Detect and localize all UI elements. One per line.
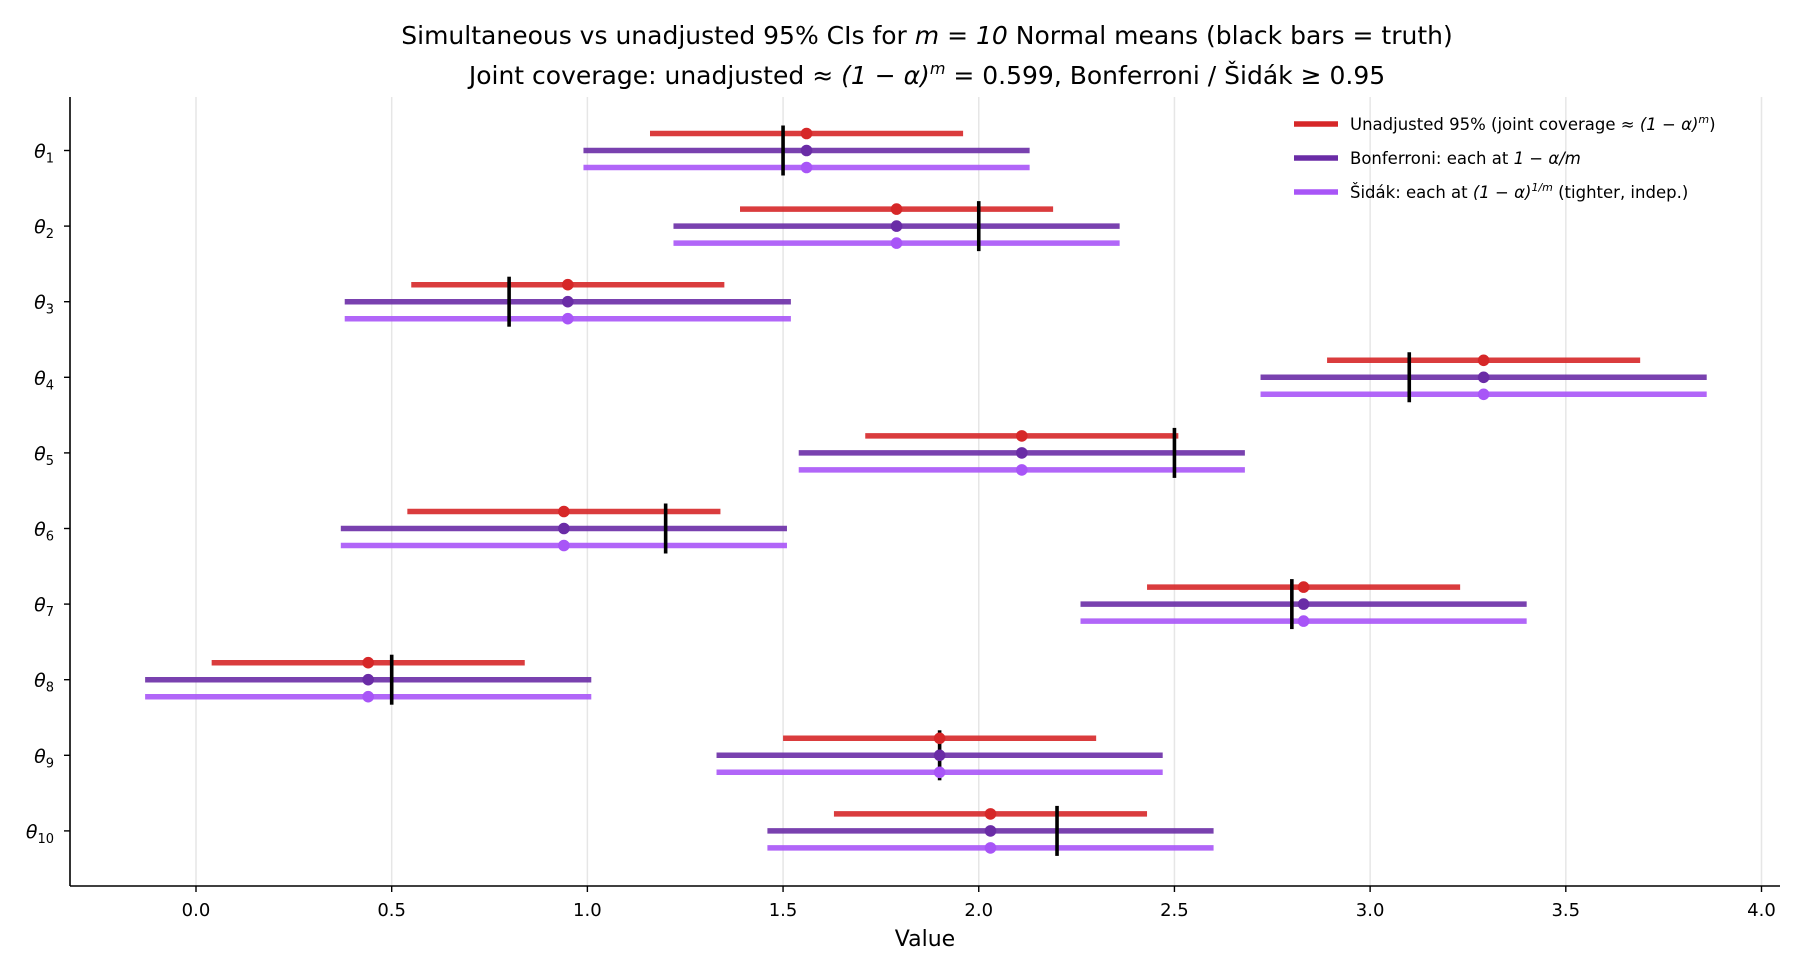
estimates-bonferroni [362,144,1490,837]
point-estimate [362,673,375,686]
point-estimate [1297,598,1310,610]
x-tick-label: 0.0 [182,900,211,921]
estimates-unadjusted [362,127,1490,820]
x-axis-label: Value [895,927,955,952]
estimates-sidak [362,161,1490,854]
x-tick-label: 2.5 [1160,900,1189,921]
point-estimate [1016,430,1028,442]
point-estimate [890,220,903,232]
point-estimate [562,312,574,325]
point-estimate [558,539,570,552]
legend-label-bonferroni: Bonferroni: each at 1 − α/m [1350,149,1581,168]
point-estimate [1016,447,1028,459]
point-estimate [800,144,813,157]
point-estimate [1477,354,1490,367]
legend-label-unadjusted: Unadjusted 95% (joint coverage ≈ (1 − α)… [1350,113,1716,134]
point-estimate [984,842,997,854]
x-tick-label: 3.5 [1551,900,1580,921]
point-estimate [984,808,997,820]
y-tick-label: θ8 [34,670,54,696]
x-tick-label: 1.0 [573,900,602,921]
y-tick-label: θ2 [34,216,54,242]
chart-title: Simultaneous vs unadjusted 95% CIs for m… [401,21,1452,90]
y-ticks: θ1 θ2 θ3 θ4 θ5 θ6 θ7 θ8 θ9 θ10 [26,141,70,847]
legend: Unadjusted 95% (joint coverage ≈ (1 − α)… [1294,113,1716,202]
y-tick-label: θ5 [34,443,54,469]
point-estimate [933,749,946,762]
x-tick-label: 2.0 [964,900,993,921]
point-estimate [890,203,903,215]
interval-series [145,130,1707,851]
y-tick-label: θ4 [34,367,54,393]
y-tick-label: θ10 [26,821,54,847]
legend-label-sidak: Šidák: each at (1 − α)1/m (tighter, inde… [1350,181,1688,202]
x-tick-label: 0.5 [377,900,406,921]
point-estimate [362,656,375,669]
point-estimate [1297,615,1310,627]
y-tick-label: θ1 [34,141,54,167]
point-estimate [558,522,570,535]
series-unadjusted [211,130,1641,817]
point-estimate [562,295,574,308]
y-tick-label: θ6 [34,519,54,545]
point-estimate [1477,388,1490,401]
truth-markers [362,125,1490,856]
point-estimate [1297,581,1310,593]
title-line-1: Simultaneous vs unadjusted 95% CIs for m… [401,21,1452,50]
series-sidak [145,164,1707,851]
point-estimate [1016,464,1028,476]
y-tick-label: θ9 [34,745,54,771]
point-estimate [558,505,570,518]
point-estimate [800,127,813,140]
point-estimate [362,690,375,703]
y-tick-label: θ3 [34,292,54,318]
x-tick-label: 1.5 [769,900,798,921]
x-tick-label: 3.0 [1356,900,1385,921]
point-estimate [933,732,946,745]
x-tick-label: 4.0 [1747,900,1776,921]
y-tick-label: θ7 [34,594,54,620]
point-estimate [984,825,997,837]
point-estimate [562,278,574,291]
x-ticks: 0.0 0.5 1.0 1.5 2.0 2.5 3.0 3.5 4.0 [182,886,1776,921]
point-estimate [933,766,946,779]
point-estimate [1477,371,1490,384]
title-line-2: Joint coverage: unadjusted ≈ (1 − α)m = … [467,59,1385,90]
point-estimate [800,161,813,174]
series-bonferroni [145,147,1707,834]
point-estimate [890,237,903,249]
axes [69,97,1780,887]
